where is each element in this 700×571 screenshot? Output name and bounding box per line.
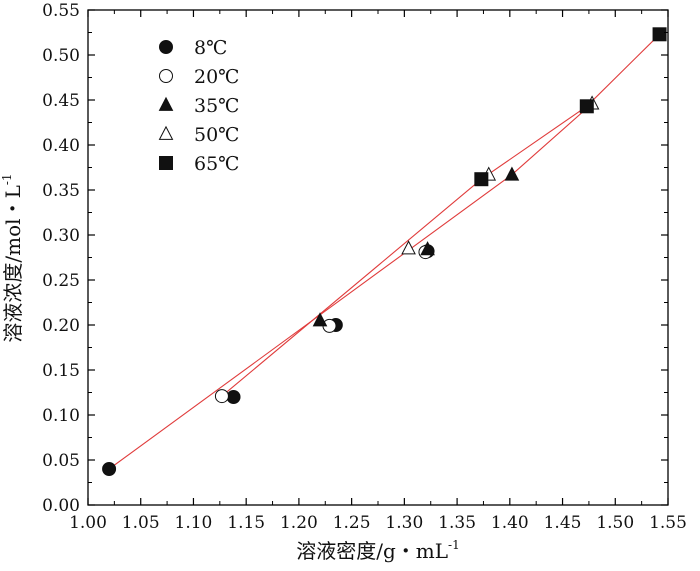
data-point-open-triangle (158, 125, 174, 140)
legend-label: 50℃ (194, 124, 239, 146)
series-group (474, 27, 667, 187)
data-point-filled-square (159, 156, 173, 170)
legend-entry: 35℃ (158, 95, 239, 117)
data-point-filled-triangle (504, 166, 520, 181)
y-tick-label: 0.35 (42, 181, 80, 201)
y-tick-label: 0.15 (42, 361, 80, 381)
x-tick-label: 1.10 (175, 513, 213, 533)
y-tick-label: 0.55 (42, 1, 80, 21)
legend-label: 20℃ (194, 66, 239, 88)
data-point-filled-triangle (420, 241, 435, 256)
y-tick-label: 0.40 (42, 136, 80, 156)
plot-frame (87, 9, 669, 506)
data-point-filled-circle (102, 462, 117, 476)
y-tick-label: 0.30 (42, 226, 80, 246)
data-point-filled-circle (226, 390, 241, 404)
data-point-filled-square (652, 27, 667, 42)
series-group (312, 166, 520, 327)
legend-entry: 50℃ (158, 124, 239, 146)
legend-entry: 8℃ (159, 37, 227, 59)
legend: 8℃ 20℃ 35℃ 50℃ 65℃ (158, 37, 239, 175)
y-axis-title: 溶液浓度/mol・L-1 (0, 173, 25, 342)
data-points (102, 27, 667, 476)
x-tick-label: 1.40 (491, 513, 529, 533)
series-group (102, 244, 435, 476)
y-tick-label: 0.05 (42, 451, 80, 471)
x-tick-label: 1.25 (333, 513, 371, 533)
data-point-open-circle (159, 69, 173, 83)
x-tick-label: 1.55 (649, 513, 687, 533)
legend-label: 35℃ (194, 95, 239, 117)
fit-line (221, 33, 660, 397)
x-tick-label: 1.35 (438, 513, 476, 533)
x-axis-title-sup: -1 (448, 538, 460, 552)
legend-entry: 65℃ (159, 153, 239, 175)
y-tick-label: 0.45 (42, 91, 80, 111)
y-tick-label: 0.50 (42, 46, 80, 66)
x-tick-label: 1.00 (69, 513, 107, 533)
x-tick-label: 1.05 (122, 513, 160, 533)
axis-ticks: 1.00 1.05 1.10 1.15 1.20 1.25 1.30 1.35 1.40 1.45… (42, 1, 687, 533)
y-axis-title-sup: -1 (0, 173, 14, 185)
data-point-filled-triangle (312, 312, 328, 327)
x-tick-label: 1.20 (280, 513, 318, 533)
x-tick-label: 1.30 (385, 513, 423, 533)
data-point-filled-square (474, 172, 489, 187)
y-tick-label: 0.25 (42, 271, 80, 291)
series-group (401, 95, 600, 255)
fit-lines (108, 33, 660, 470)
data-point-open-circle (214, 389, 229, 404)
fit-line (108, 103, 593, 470)
x-tick-label: 1.15 (227, 513, 265, 533)
y-tick-label: 0.00 (42, 496, 80, 516)
data-point-open-triangle (401, 240, 416, 255)
legend-label: 8℃ (194, 37, 227, 59)
y-tick-label: 0.20 (42, 316, 80, 336)
data-point-filled-square (579, 99, 594, 114)
data-point-filled-triangle (158, 96, 174, 111)
legend-entry: 20℃ (159, 66, 239, 88)
legend-label: 65℃ (194, 153, 239, 175)
y-tick-label: 0.10 (42, 406, 80, 426)
x-tick-label: 1.45 (544, 513, 582, 533)
x-tick-label: 1.50 (596, 513, 634, 533)
data-point-filled-circle (159, 40, 173, 54)
x-axis-title: 溶液密度/g・mL-1 (296, 538, 460, 563)
